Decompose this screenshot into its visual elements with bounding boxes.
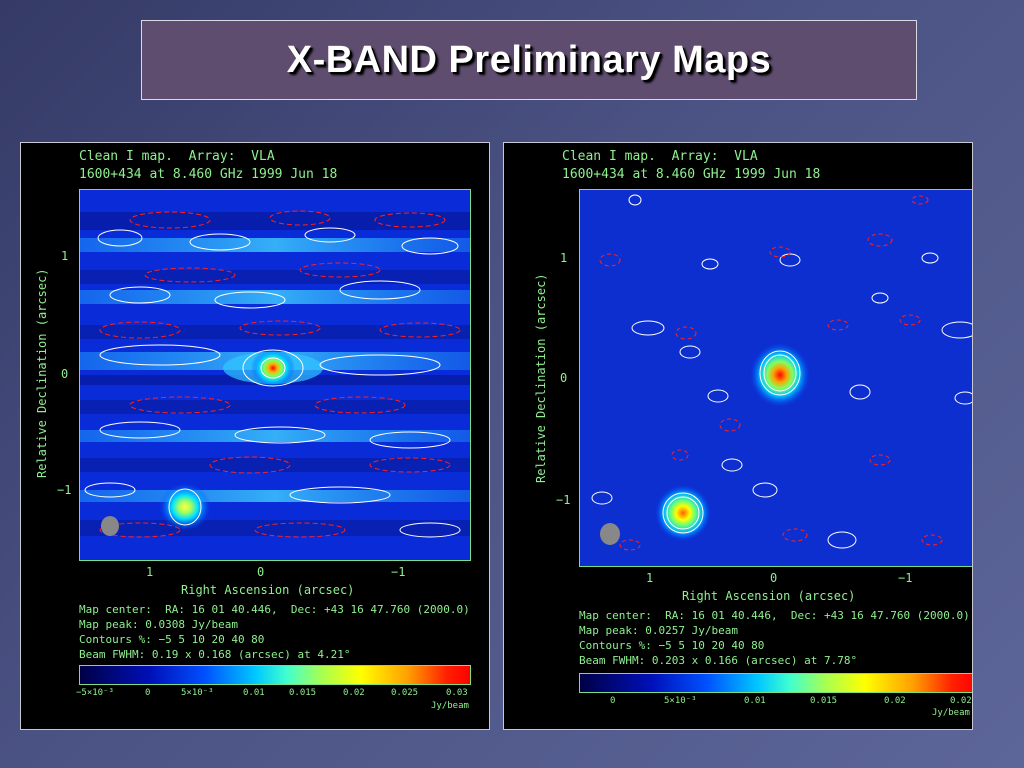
x-tick-label: 1 (646, 571, 654, 585)
x-tick-label: 0 (770, 571, 778, 585)
x-tick-label: 0 (257, 565, 265, 579)
colorbar-tick: 0.01 (744, 696, 766, 706)
map-info-line: Map center: RA: 16 01 40.446, Dec: +43 1… (579, 609, 970, 622)
x-tick-label: 1 (146, 565, 154, 579)
beam-ellipse (101, 516, 119, 536)
colorbar-unit: Jy/beam (932, 708, 970, 718)
radio-map-image (579, 189, 972, 567)
map-info-line: Beam FWHM: 0.203 x 0.166 (arcsec) at 7.7… (579, 654, 858, 667)
colorbar (579, 673, 972, 693)
colorbar (79, 665, 471, 685)
colorbar-tick: 0.03 (446, 688, 468, 698)
y-tick-label: 0 (560, 371, 568, 385)
map-info-line: Contours %: −5 5 10 20 40 80 (579, 639, 765, 652)
x-axis-title: Right Ascension (arcsec) (682, 589, 856, 603)
map-info-line: Map peak: 0.0257 Jy/beam (579, 624, 738, 637)
y-axis-title: Relative Declination (arcsec) (534, 273, 548, 483)
map-info-line: Map peak: 0.0308 Jy/beam (79, 618, 238, 631)
left-map-panel: Clean I map. Array: VLA 1600+434 at 8.46… (20, 142, 490, 730)
colorbar-tick: 5×10⁻³ (181, 688, 214, 698)
y-tick-label: 1 (560, 251, 568, 265)
colorbar-tick: 5×10⁻³ (664, 696, 697, 706)
x-tick-label: −1 (391, 565, 406, 579)
right-map-panel: Clean I map. Array: VLA 1600+434 at 8.46… (503, 142, 973, 730)
x-axis-title: Right Ascension (arcsec) (181, 583, 355, 597)
colorbar-tick: 0.01 (243, 688, 265, 698)
map-info-line: Contours %: −5 5 10 20 40 80 (79, 633, 265, 646)
colorbar-tick: 0 (610, 696, 616, 706)
colorbar-tick: 0.025 (950, 696, 972, 706)
y-tick-label: −1 (57, 483, 72, 497)
colorbar-tick: 0.02 (884, 696, 906, 706)
map-info-line: Map center: RA: 16 01 40.446, Dec: +43 1… (79, 603, 470, 616)
map-header-line2: 1600+434 at 8.460 GHz 1999 Jun 18 (79, 167, 338, 182)
colorbar-tick: 0.025 (391, 688, 419, 698)
colorbar-tick: −5×10⁻³ (76, 688, 114, 698)
radio-map-svg (580, 190, 972, 566)
map-header-line1: Clean I map. Array: VLA (79, 149, 275, 164)
slide-title-box: X-BAND Preliminary Maps (141, 20, 917, 100)
map-info-line: Beam FWHM: 0.19 x 0.168 (arcsec) at 4.21… (79, 648, 351, 661)
y-tick-label: 0 (61, 367, 69, 381)
x-tick-label: −1 (898, 571, 913, 585)
map-header-line2: 1600+434 at 8.460 GHz 1999 Jun 18 (562, 167, 821, 182)
beam-ellipse (600, 523, 620, 545)
colorbar-tick: 0.015 (810, 696, 838, 706)
colorbar-tick: 0 (145, 688, 151, 698)
colorbar-tick: 0.02 (343, 688, 365, 698)
slide-title: X-BAND Preliminary Maps (286, 38, 772, 81)
y-tick-label: 1 (61, 249, 69, 263)
colorbar-unit: Jy/beam (431, 701, 469, 711)
map-header-line1: Clean I map. Array: VLA (562, 149, 758, 164)
radio-map-svg (80, 190, 470, 560)
radio-map-image (79, 189, 471, 561)
y-axis-title: Relative Declination (arcsec) (35, 268, 49, 478)
colorbar-tick: 0.015 (289, 688, 317, 698)
y-tick-label: −1 (556, 493, 571, 507)
